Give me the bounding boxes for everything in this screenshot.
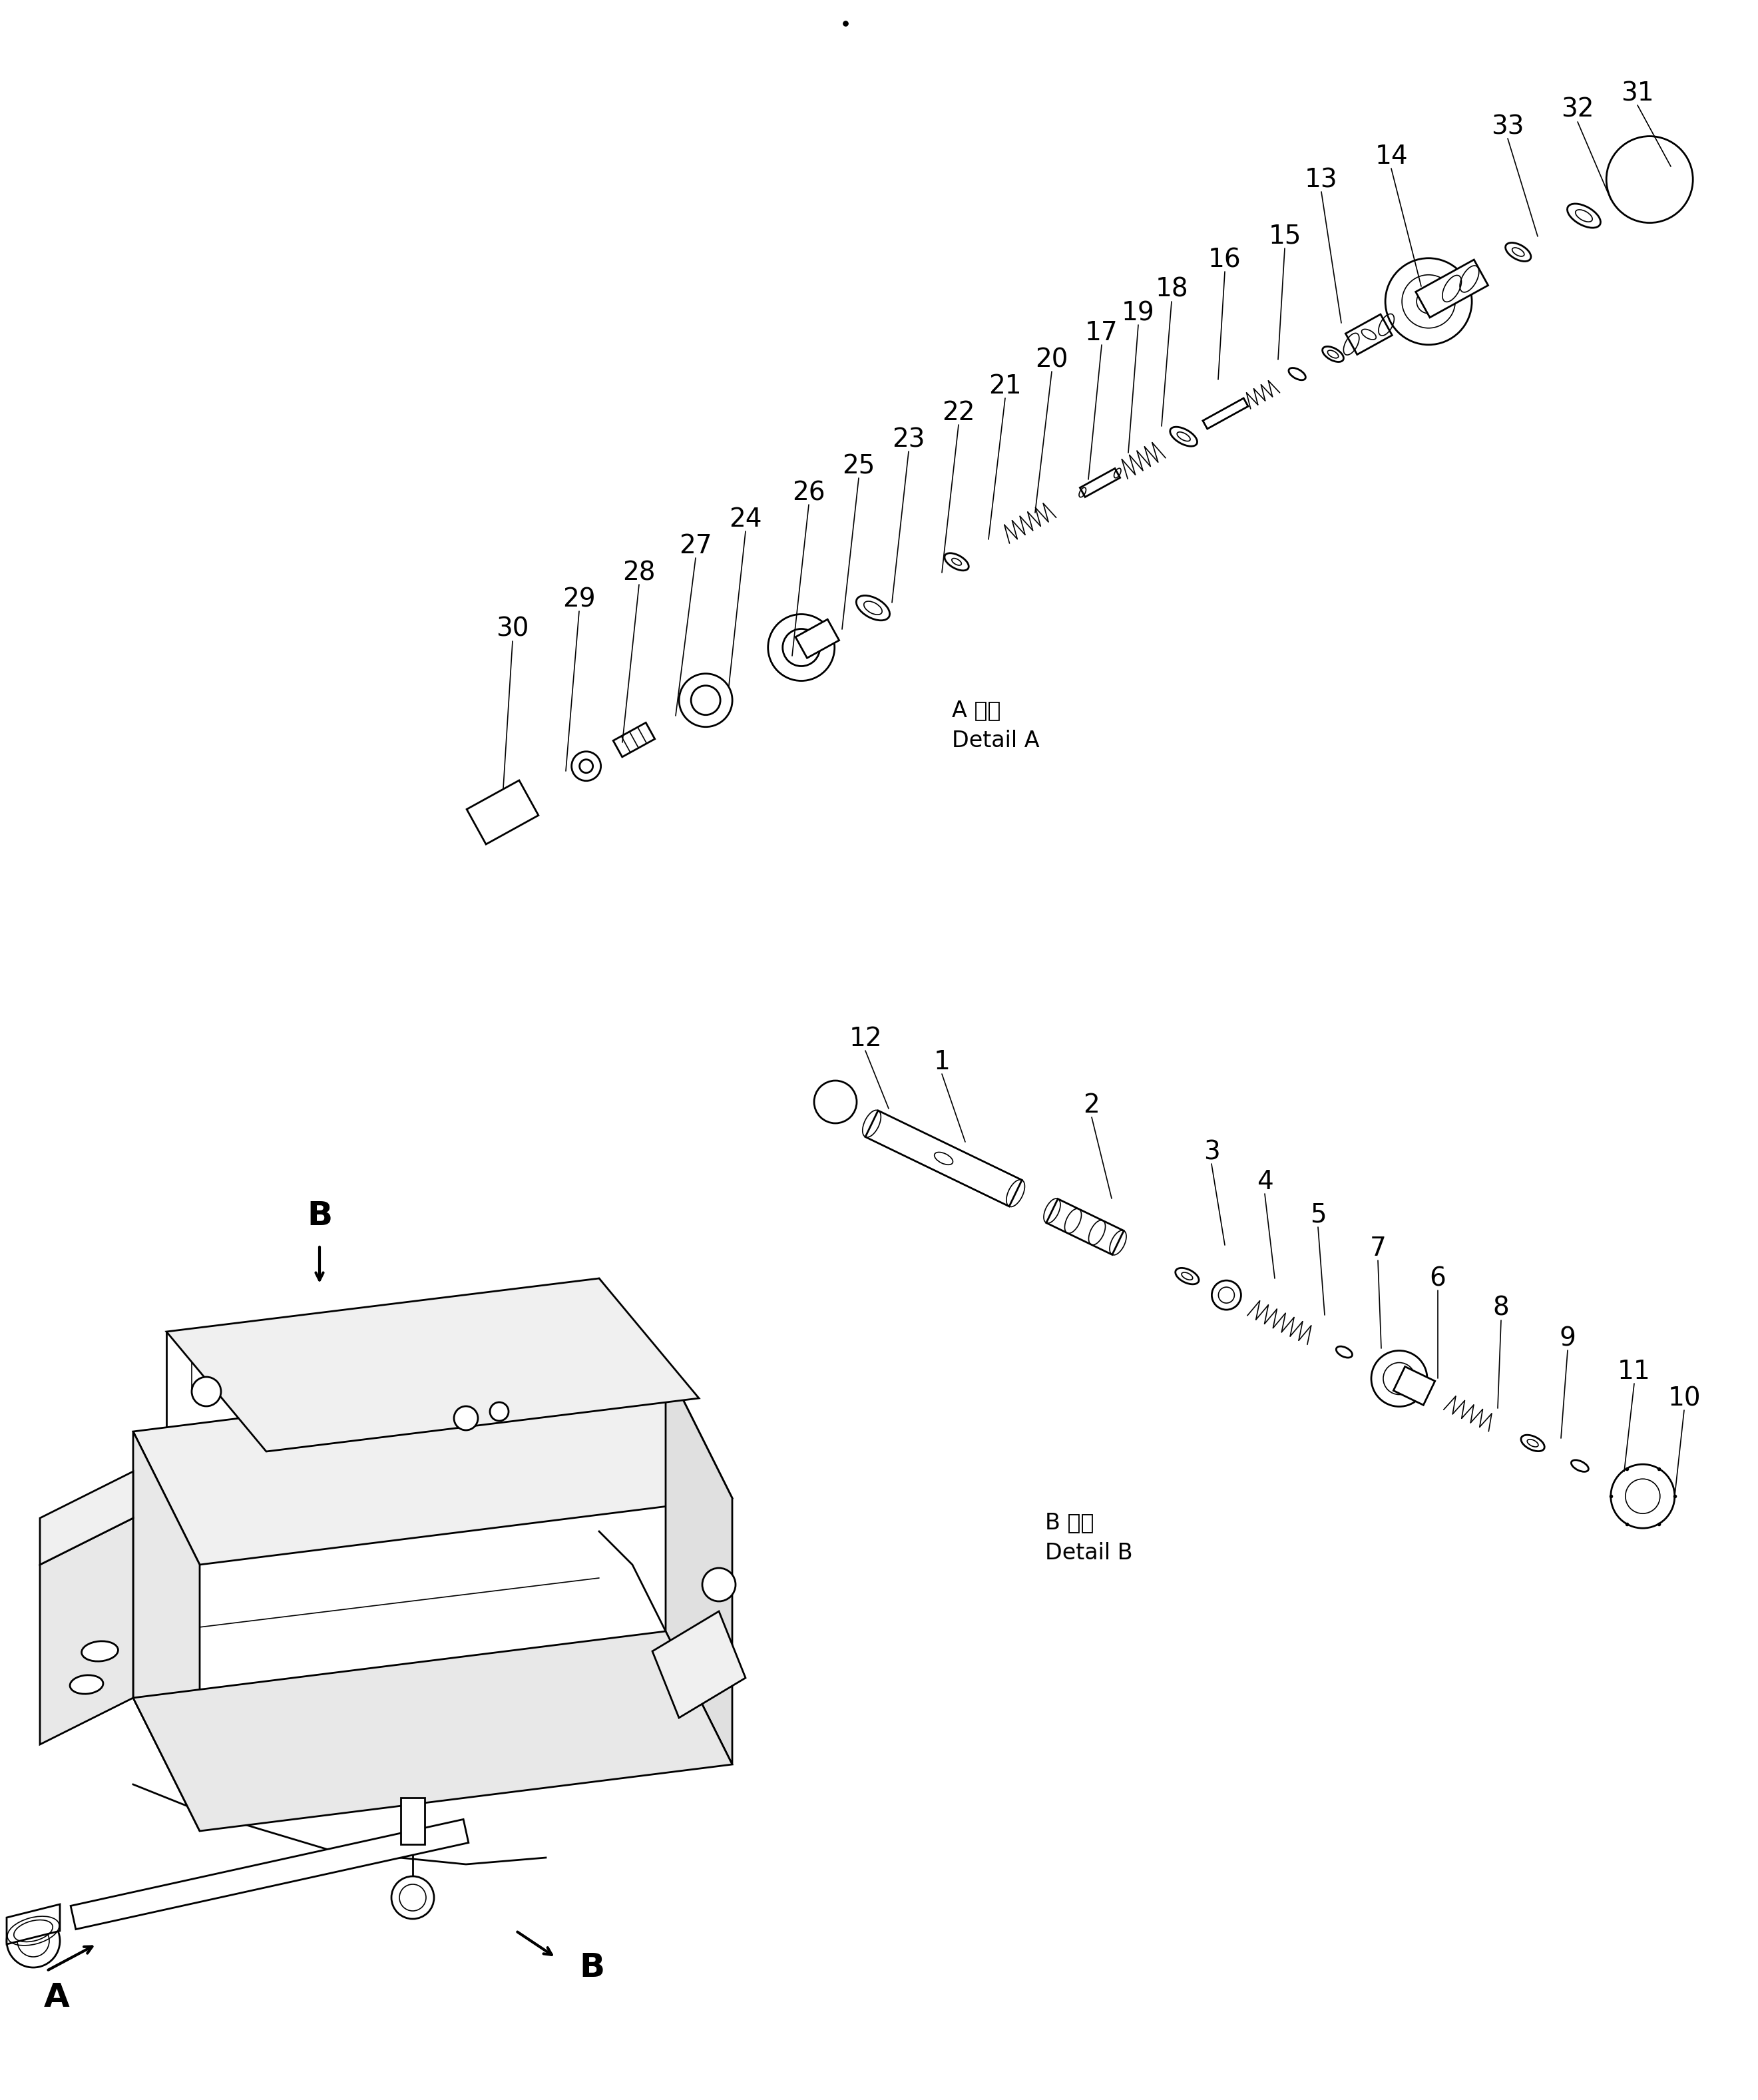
- Polygon shape: [134, 1432, 200, 1831]
- Polygon shape: [1079, 468, 1120, 498]
- Text: 24: 24: [730, 506, 761, 531]
- Text: 21: 21: [988, 374, 1021, 399]
- Polygon shape: [7, 1905, 60, 1945]
- Text: 10: 10: [1668, 1386, 1700, 1411]
- Polygon shape: [796, 620, 839, 657]
- Polygon shape: [1345, 315, 1392, 355]
- Text: 7: 7: [1369, 1235, 1387, 1262]
- Text: B: B: [578, 1951, 605, 1984]
- Text: A: A: [44, 1982, 70, 2014]
- Text: 16: 16: [1208, 248, 1241, 273]
- Polygon shape: [666, 1365, 733, 1764]
- Circle shape: [701, 1569, 735, 1602]
- Text: 5: 5: [1310, 1203, 1326, 1228]
- Text: 1: 1: [933, 1050, 949, 1075]
- Text: A 詳細
Detail A: A 詳細 Detail A: [951, 699, 1039, 752]
- Text: 12: 12: [849, 1027, 883, 1052]
- Text: 4: 4: [1257, 1170, 1273, 1195]
- Text: 23: 23: [891, 426, 925, 452]
- Text: 2: 2: [1083, 1092, 1101, 1117]
- Polygon shape: [40, 1518, 134, 1745]
- Text: 31: 31: [1621, 80, 1654, 105]
- Text: 20: 20: [1035, 346, 1069, 372]
- Text: 15: 15: [1268, 225, 1301, 250]
- Text: 29: 29: [563, 586, 596, 611]
- Polygon shape: [134, 1365, 733, 1565]
- Text: 6: 6: [1429, 1266, 1447, 1292]
- Text: 17: 17: [1085, 321, 1118, 347]
- Polygon shape: [1394, 1367, 1435, 1405]
- Text: 3: 3: [1202, 1138, 1220, 1166]
- Polygon shape: [1415, 260, 1487, 317]
- Polygon shape: [70, 1819, 469, 1930]
- Text: 8: 8: [1493, 1296, 1510, 1321]
- Polygon shape: [652, 1611, 745, 1718]
- Text: 22: 22: [942, 401, 976, 426]
- Text: 25: 25: [842, 454, 875, 479]
- Text: 33: 33: [1491, 113, 1524, 139]
- Text: 28: 28: [622, 561, 656, 586]
- Polygon shape: [40, 1472, 134, 1565]
- Text: B: B: [308, 1199, 332, 1233]
- Circle shape: [490, 1403, 508, 1422]
- Polygon shape: [865, 1111, 1021, 1205]
- Polygon shape: [401, 1798, 425, 1844]
- Polygon shape: [1046, 1199, 1123, 1254]
- Polygon shape: [134, 1632, 733, 1831]
- Text: 14: 14: [1375, 143, 1408, 170]
- Circle shape: [392, 1875, 434, 1919]
- Polygon shape: [167, 1279, 700, 1451]
- Text: 30: 30: [496, 617, 529, 643]
- Text: 13: 13: [1304, 168, 1338, 193]
- Text: 26: 26: [793, 481, 825, 506]
- Text: B 詳細
Detail B: B 詳細 Detail B: [1044, 1512, 1132, 1565]
- Ellipse shape: [70, 1676, 104, 1695]
- Text: 32: 32: [1561, 97, 1595, 122]
- Ellipse shape: [81, 1642, 118, 1661]
- Circle shape: [454, 1407, 478, 1430]
- Circle shape: [7, 1915, 60, 1968]
- Polygon shape: [466, 781, 538, 844]
- Text: 11: 11: [1617, 1359, 1651, 1384]
- Circle shape: [192, 1378, 222, 1407]
- Text: 9: 9: [1559, 1325, 1575, 1350]
- Text: 27: 27: [679, 533, 712, 559]
- Text: 19: 19: [1122, 300, 1155, 326]
- Text: 18: 18: [1155, 277, 1188, 302]
- Polygon shape: [1202, 399, 1248, 428]
